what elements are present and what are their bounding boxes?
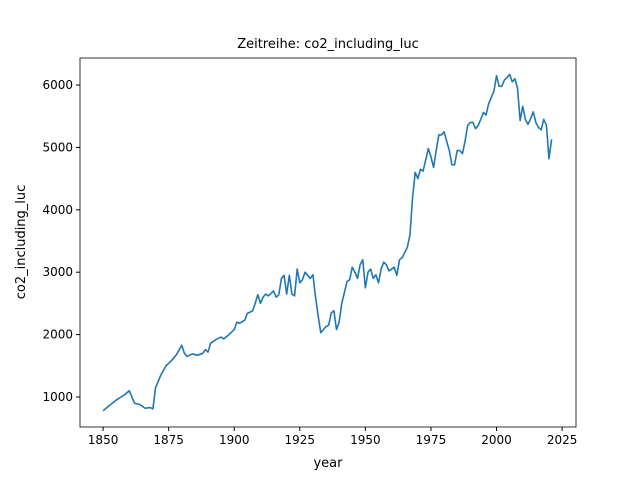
x-tick-label: 2025 xyxy=(547,433,578,447)
y-tick-label: 1000 xyxy=(42,390,73,404)
x-tick-label: 1850 xyxy=(88,433,119,447)
x-tick-label: 1900 xyxy=(219,433,250,447)
y-tick-label: 6000 xyxy=(42,78,73,92)
y-axis-label: co2_including_luc xyxy=(14,185,29,300)
x-tick-label: 1925 xyxy=(285,433,316,447)
plot-frame xyxy=(79,57,577,428)
y-tick-label: 3000 xyxy=(42,265,73,279)
y-tick-label: 4000 xyxy=(42,203,73,217)
y-tick-label: 2000 xyxy=(42,328,73,342)
x-tick-label: 2000 xyxy=(481,433,512,447)
chart-title: Zeitreihe: co2_including_luc xyxy=(237,37,419,52)
x-tick-label: 1875 xyxy=(153,433,184,447)
x-tick-label: 1950 xyxy=(350,433,381,447)
y-tick-label: 5000 xyxy=(42,140,73,154)
data-line xyxy=(102,73,553,412)
x-axis-label: year xyxy=(313,456,343,471)
x-tick-label: 1975 xyxy=(416,433,447,447)
